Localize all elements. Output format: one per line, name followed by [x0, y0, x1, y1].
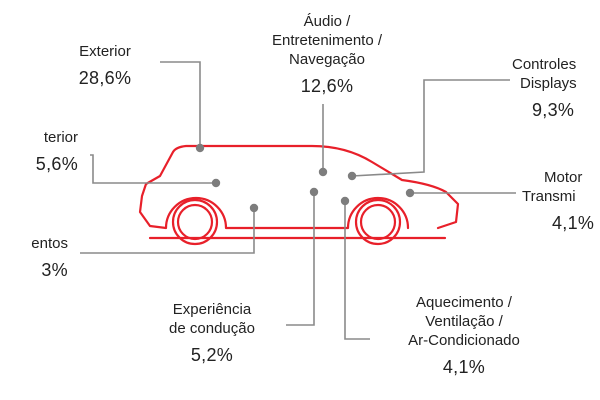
leader-controles [351, 79, 510, 177]
label-experiencia-value: 5,2% [190, 345, 234, 365]
leader-interior [90, 154, 216, 184]
label-equipamentos: entos 3% [0, 234, 68, 281]
dot-aquecimento [340, 196, 350, 206]
label-motor-line2: Transmi [522, 188, 576, 205]
label-motor-line1: Motor [544, 169, 583, 186]
label-equipamentos-name: entos [31, 235, 68, 252]
front-wheel-inner [359, 203, 397, 241]
label-audio-line2: Entretenimento / [271, 32, 383, 49]
dot-experiencia [309, 187, 319, 197]
label-experiencia-line2: de condução [169, 320, 255, 337]
label-equipamentos-value: 3% [41, 260, 68, 280]
label-controles-line1: Controles [512, 56, 577, 73]
label-experiencia: Experiência de condução 5,2% [142, 300, 282, 366]
label-aquecimento: Aquecimento / Ventilação / Ar-Condiciona… [378, 293, 550, 378]
label-audio-line3: Navegação [289, 51, 365, 68]
rear-wheel-outer [171, 198, 219, 246]
label-exterior-value: 28,6% [78, 68, 132, 88]
dot-interior [211, 178, 221, 188]
rear-wheel-inner [176, 203, 214, 241]
label-interior-value: 5,6% [35, 154, 78, 174]
dot-controles [347, 171, 357, 181]
label-controles-value: 9,3% [532, 100, 575, 120]
label-interior: terior 5,6% [0, 128, 78, 175]
leader-exterior [160, 61, 201, 148]
label-audio: Áudio / Entretenimento / Navegação 12,6% [238, 12, 416, 97]
car-body-outline [138, 144, 460, 230]
label-controles-line2: Displays [520, 75, 577, 92]
front-wheel-outer [354, 198, 402, 246]
leader-experiencia [286, 192, 315, 326]
dot-exterior [195, 143, 205, 153]
label-exterior-name: Exterior [79, 43, 131, 60]
dot-motor [405, 188, 415, 198]
label-audio-line1: Áudio / [303, 13, 351, 30]
label-exterior: Exterior 28,6% [62, 42, 148, 89]
label-aquecimento-line1: Aquecimento / [416, 294, 512, 311]
label-interior-name: terior [43, 129, 78, 146]
label-aquecimento-line3: Ar-Condicionado [408, 332, 520, 349]
leader-aquecimento [344, 201, 370, 340]
dot-equipamentos [249, 203, 259, 213]
dot-audio [318, 167, 328, 177]
label-aquecimento-line2: Ventilação / [425, 313, 503, 330]
leader-equipamentos [80, 208, 255, 254]
label-experiencia-line1: Experiência [172, 301, 252, 318]
label-aquecimento-value: 4,1% [442, 357, 486, 377]
label-audio-value: 12,6% [300, 76, 354, 96]
label-controles: Controles Displays 9,3% [512, 55, 600, 121]
label-motor-value: 4,1% [552, 213, 595, 233]
label-motor: Motor Transmi 4,1% [522, 168, 600, 234]
